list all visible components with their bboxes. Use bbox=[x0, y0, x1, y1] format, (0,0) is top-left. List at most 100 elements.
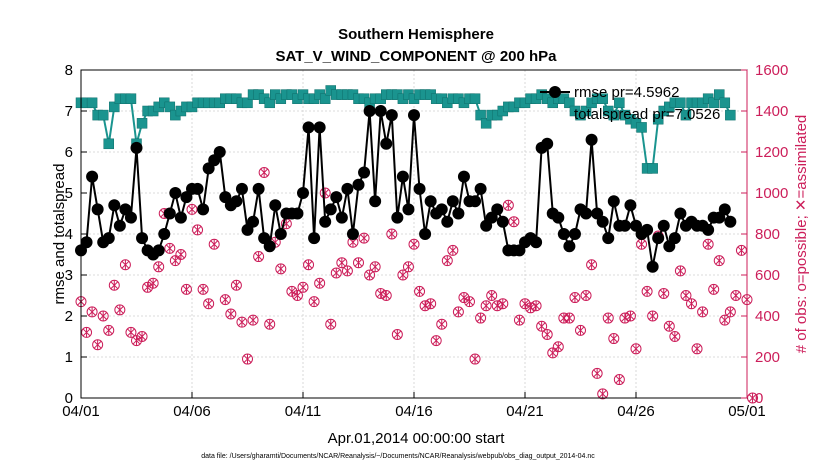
obs-point bbox=[497, 298, 509, 310]
obs-point bbox=[552, 341, 564, 353]
obs-point bbox=[114, 304, 126, 316]
obs-assimilated-marker bbox=[249, 315, 258, 326]
axes: 04/01 04/06 04/11 04/16 04/21 04/26 05/0101234… bbox=[62, 62, 788, 420]
obs-point bbox=[236, 316, 248, 328]
totalspread-point bbox=[86, 97, 98, 109]
obs-assimilated-marker bbox=[487, 290, 496, 301]
obs-point bbox=[647, 310, 659, 322]
obs-point bbox=[297, 281, 309, 293]
obs-point bbox=[391, 328, 403, 340]
obs-point bbox=[641, 285, 653, 297]
totalspread-point bbox=[608, 109, 620, 121]
obs-assimilated-marker bbox=[382, 290, 391, 301]
obs-point bbox=[175, 249, 187, 260]
obs-point bbox=[597, 388, 609, 400]
rmse-point bbox=[291, 207, 304, 220]
totalspread-point bbox=[708, 97, 719, 109]
obs-point bbox=[452, 306, 464, 318]
obs-assimilated-marker bbox=[154, 261, 163, 272]
obs-point bbox=[636, 238, 648, 250]
obs-assimilated-marker bbox=[393, 329, 402, 340]
obs-assimilated-marker bbox=[404, 261, 413, 272]
obs-point bbox=[325, 318, 337, 330]
obs-assimilated-marker bbox=[182, 284, 191, 295]
rmse-point bbox=[130, 141, 143, 154]
rmse-point bbox=[363, 105, 376, 117]
rmse-point bbox=[568, 228, 581, 240]
y-tick-label: 4 bbox=[65, 226, 73, 243]
obs-point bbox=[536, 320, 548, 332]
rmse-point bbox=[174, 211, 187, 224]
totalspread-point bbox=[647, 163, 658, 174]
obs-point bbox=[242, 353, 253, 365]
obs-point bbox=[225, 308, 237, 320]
obs-assimilated-marker bbox=[237, 317, 246, 328]
y-tick-label: 2 bbox=[65, 308, 73, 325]
rmse-point bbox=[618, 219, 631, 232]
obs-point bbox=[375, 287, 387, 299]
y-tick-label: 5 bbox=[65, 185, 73, 202]
obs-assimilated-marker bbox=[310, 296, 319, 307]
obs-point bbox=[353, 257, 364, 269]
obs-point bbox=[125, 326, 137, 338]
obs-assimilated-marker bbox=[232, 280, 241, 291]
obs-point bbox=[386, 228, 398, 240]
obs-assimilated-marker bbox=[465, 296, 474, 307]
obs-assimilated-marker bbox=[576, 325, 585, 336]
obs-assimilated-marker bbox=[504, 200, 513, 211]
obs-point bbox=[713, 255, 725, 267]
y-axis-label: rmse and totalspread bbox=[51, 164, 68, 305]
obs-assimilated-marker bbox=[471, 354, 480, 365]
plot-area bbox=[75, 85, 759, 404]
rmse-point bbox=[652, 232, 665, 245]
obs-assimilated-marker bbox=[165, 243, 174, 254]
totalspread-point bbox=[475, 109, 486, 121]
obs-point bbox=[730, 290, 742, 301]
obs-point bbox=[247, 314, 259, 326]
y-tick-label: 3 bbox=[65, 267, 73, 284]
obs-assimilated-marker bbox=[315, 278, 324, 289]
obs-point bbox=[624, 310, 636, 322]
rmse-point bbox=[391, 211, 404, 224]
obs-assimilated-marker bbox=[360, 233, 369, 244]
rmse-point bbox=[136, 232, 149, 245]
rmse-point bbox=[668, 232, 681, 245]
rmse-point bbox=[541, 137, 554, 150]
obs-point bbox=[569, 292, 581, 304]
totalspread-point bbox=[614, 97, 625, 109]
obs-point bbox=[253, 251, 265, 263]
obs-assimilated-marker bbox=[437, 319, 446, 330]
obs-point bbox=[369, 261, 381, 273]
y2-tick-label: 600 bbox=[755, 267, 780, 284]
y-tick-label: 7 bbox=[65, 103, 73, 120]
totalspread-point bbox=[136, 118, 148, 129]
x-tick-label: 04/01 bbox=[62, 403, 100, 420]
obs-assimilated-marker bbox=[554, 341, 563, 352]
obs-point bbox=[131, 335, 142, 347]
obs-point bbox=[441, 255, 453, 267]
totalspread-point bbox=[109, 101, 120, 113]
obs-assimilated-marker bbox=[632, 343, 640, 354]
totalspread-point bbox=[469, 93, 481, 104]
obs-point bbox=[219, 294, 231, 306]
rmse-point bbox=[297, 187, 309, 199]
obs-assimilated-marker bbox=[299, 282, 307, 293]
totalspread-point bbox=[652, 113, 664, 125]
obs-assimilated-marker bbox=[482, 300, 491, 311]
rmse-point bbox=[530, 236, 543, 249]
rmse-point bbox=[346, 228, 359, 240]
obs-point bbox=[630, 343, 642, 355]
obs-assimilated-marker bbox=[737, 245, 746, 256]
obs-point bbox=[747, 392, 759, 404]
obs-point bbox=[619, 312, 631, 324]
obs-point bbox=[397, 269, 409, 281]
obs-point bbox=[136, 331, 148, 342]
obs-point bbox=[447, 244, 459, 256]
obs-point bbox=[364, 269, 376, 281]
obs-point bbox=[458, 292, 470, 304]
obs-assimilated-marker bbox=[82, 327, 91, 338]
obs-assimilated-marker bbox=[609, 333, 618, 344]
totalspread-point bbox=[680, 109, 692, 121]
totalspread-point bbox=[636, 122, 647, 133]
obs-point bbox=[103, 324, 115, 336]
